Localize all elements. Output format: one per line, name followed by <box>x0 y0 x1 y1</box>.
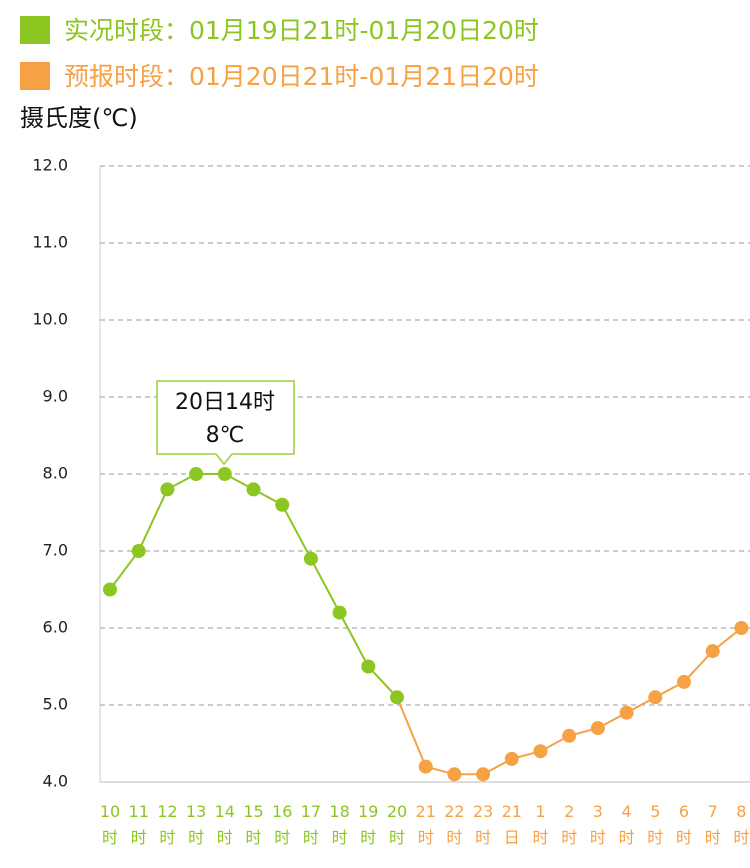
x-tick-label: 10 时 <box>100 802 120 847</box>
point <box>361 659 376 674</box>
point <box>332 605 347 620</box>
x-tick-label: 11 时 <box>129 802 149 847</box>
line <box>425 627 743 776</box>
line <box>109 473 398 698</box>
x-tick-label: 22 时 <box>444 802 464 847</box>
point <box>705 644 720 659</box>
x-tick-label: 16 时 <box>272 802 292 847</box>
point <box>734 621 749 635</box>
point <box>590 721 605 736</box>
x-tick-label: 12 时 <box>157 802 177 847</box>
point <box>189 467 204 481</box>
point <box>390 690 404 705</box>
point <box>447 767 462 782</box>
y-tick-label: 8.0 <box>43 464 68 483</box>
y-tick-label: 10.0 <box>32 310 68 329</box>
point <box>103 582 117 597</box>
legend-label: 预报时段：01月20日21时-01月21日20时 <box>64 62 539 91</box>
x-tick-label: 21 时 <box>416 802 436 847</box>
y-tick-label: 6.0 <box>43 618 68 637</box>
point <box>648 690 663 705</box>
point <box>677 674 691 689</box>
connector <box>396 696 427 767</box>
x-tick-label: 19 时 <box>358 802 378 847</box>
legend-swatch <box>20 16 50 44</box>
y-tick-label: 9.0 <box>43 387 68 406</box>
point <box>275 497 290 512</box>
point <box>476 767 491 782</box>
y-tick-label: 11.0 <box>32 233 68 252</box>
point <box>418 759 433 774</box>
x-tick-label: 23 时 <box>473 802 493 847</box>
point <box>217 467 232 481</box>
tooltip-title: 20日14时 <box>175 390 275 415</box>
tooltip-value: 8℃ <box>206 423 245 448</box>
y-tick-label: 4.0 <box>43 772 68 791</box>
x-tick-label: 13 时 <box>186 802 206 847</box>
point <box>533 744 548 759</box>
x-tick-label: 17 时 <box>301 802 321 847</box>
legend-swatch <box>20 62 50 90</box>
point <box>160 482 175 497</box>
y-tick-label: 5.0 <box>43 695 68 714</box>
tooltip-box <box>156 380 295 466</box>
y-tick-label: 12.0 <box>32 156 68 175</box>
point <box>131 544 146 558</box>
x-tick-label: 14 时 <box>215 802 235 847</box>
point <box>504 751 519 766</box>
x-tick-label: 21 日 <box>502 802 522 847</box>
point <box>303 551 318 566</box>
point <box>562 728 577 743</box>
x-tick-label: 15 时 <box>243 802 263 847</box>
point <box>246 482 261 497</box>
y-axis-label: 摄氏度(℃) <box>20 104 138 132</box>
legend-label: 实况时段：01月19日21时-01月20日20时 <box>64 16 539 45</box>
y-tick-label: 7.0 <box>43 541 68 560</box>
point <box>619 705 634 720</box>
x-tick-label: 18 时 <box>329 802 349 847</box>
x-tick-label: 20 时 <box>387 802 407 847</box>
